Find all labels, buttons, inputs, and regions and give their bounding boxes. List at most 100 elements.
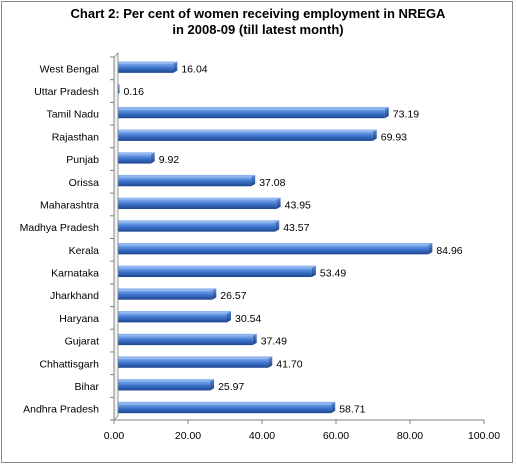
category-label: Rajasthan (52, 131, 99, 143)
bar-top-face (114, 152, 155, 155)
data-label: 37.49 (261, 336, 287, 348)
bar-end-cap (226, 311, 231, 323)
bar-top-face (114, 197, 281, 200)
category-label: Andhra Pradesh (23, 404, 99, 416)
data-label: 43.57 (283, 222, 309, 234)
bar-top-face (114, 288, 217, 291)
bar-front-face (114, 131, 373, 141)
data-label: 41.70 (276, 358, 302, 370)
bar-top-face (114, 379, 215, 382)
category-label: Bihar (74, 381, 99, 393)
data-label: 73.19 (393, 109, 419, 121)
bar (114, 333, 257, 346)
bar-end-cap (268, 356, 273, 368)
x-tick-label: 20.00 (175, 430, 201, 442)
bar-end-cap (212, 288, 217, 300)
category-label: Uttar Pradesh (34, 86, 99, 98)
data-label: 30.54 (235, 313, 261, 325)
bar (114, 242, 433, 255)
bar (114, 379, 215, 391)
bar (114, 61, 178, 73)
y-axis-labels: West Bengal Uttar Pradesh Tamil Nadu Rajast… (20, 63, 100, 415)
category-label: West Bengal (40, 63, 99, 75)
category-label: Kerala (69, 245, 100, 257)
bar-top-face (114, 106, 389, 110)
category-label: Haryana (59, 313, 99, 325)
bar-end-cap (276, 197, 281, 209)
data-label: 37.08 (259, 177, 285, 189)
bar-end-cap (372, 129, 377, 141)
x-tick-label: 100.00 (468, 430, 500, 442)
bar-end-cap (251, 174, 256, 187)
bar-end-cap (311, 265, 316, 278)
x-tick-label: 60.00 (323, 430, 349, 442)
category-label: Punjab (66, 154, 99, 166)
category-label: Karnataka (51, 268, 99, 280)
data-label: 69.93 (381, 131, 407, 143)
x-tick-label: 0.00 (104, 430, 125, 442)
bar-top-face (114, 311, 231, 314)
bar-top-face (114, 220, 280, 223)
chart-title-line-2: in 2008-09 (till latest month) (172, 22, 344, 37)
data-label: 26.57 (220, 290, 246, 302)
bar (114, 220, 280, 232)
x-axis-labels: 0.00 20.00 40.00 60.00 80.00 100.00 (104, 430, 500, 442)
category-label: Orissa (69, 177, 99, 189)
bars (114, 61, 433, 414)
bar-top-face (114, 242, 433, 246)
bar-front-face (114, 154, 151, 164)
chart-title-line-1: Chart 2: Per cent of women receiving emp… (70, 6, 446, 21)
bar-top-face (114, 61, 178, 64)
bar (114, 129, 377, 141)
bar-top-face (114, 356, 273, 359)
category-label: Gujarat (65, 336, 100, 348)
bar-top-face (114, 265, 316, 269)
y-axis-wall (113, 52, 119, 421)
bar-end-cap (331, 401, 336, 414)
category-label: Jharkhand (50, 290, 99, 302)
bar-front-face (114, 109, 385, 119)
x-tick-label: 80.00 (397, 430, 423, 442)
data-label: 53.49 (320, 268, 346, 280)
bar-top-face (114, 174, 256, 178)
category-label: Chhattisgarh (39, 358, 99, 370)
bar-end-cap (150, 152, 155, 164)
bar-end-cap (275, 220, 280, 232)
bar (114, 401, 336, 414)
bar-end-cap (384, 106, 389, 119)
bar (114, 311, 231, 323)
bar (114, 152, 155, 164)
bar-top-face (114, 129, 377, 132)
bar-front-face (114, 290, 213, 300)
bar-end-cap (428, 242, 433, 255)
bar-end-cap (173, 61, 178, 73)
bar-front-face (114, 336, 253, 346)
bar-front-face (114, 245, 429, 255)
bar-front-face (114, 63, 174, 73)
bar-front-face (114, 199, 277, 209)
bar-end-cap (252, 333, 257, 346)
bar-top-face (114, 401, 336, 405)
category-label: Madhya Pradesh (20, 222, 100, 234)
bar (114, 356, 273, 368)
x-tick-label: 40.00 (249, 430, 275, 442)
data-label: 58.71 (339, 404, 365, 416)
bar-front-face (114, 222, 276, 232)
bar (114, 197, 281, 209)
bar-front-face (114, 358, 269, 368)
category-label: Maharashtra (40, 199, 99, 211)
category-label: Tamil Nadu (46, 109, 99, 121)
bar-top-face (114, 333, 257, 337)
axes (110, 52, 485, 424)
bar (114, 265, 316, 278)
data-label: 0.16 (124, 86, 145, 98)
data-label: 9.92 (159, 154, 180, 166)
bar-front-face (114, 404, 332, 414)
data-label: 84.96 (436, 245, 462, 257)
bar (114, 288, 217, 300)
data-label: 16.04 (181, 63, 207, 75)
chart-title: Chart 2: Per cent of women receiving emp… (0, 6, 516, 38)
